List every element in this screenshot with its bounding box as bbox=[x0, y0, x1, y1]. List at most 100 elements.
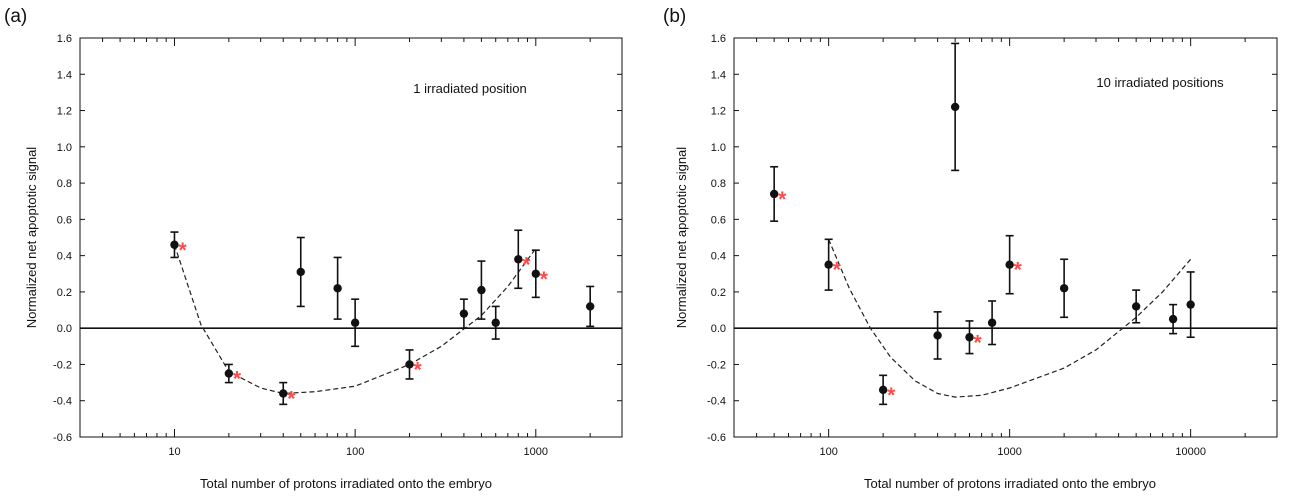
x-axis-title: Total number of protons irradiated onto … bbox=[200, 476, 492, 491]
x-tick-label: 1000 bbox=[524, 446, 548, 458]
marker bbox=[296, 267, 305, 277]
data-point: * bbox=[1005, 234, 1023, 295]
panel-label: (a) bbox=[4, 6, 27, 27]
marker bbox=[1168, 314, 1178, 324]
marker bbox=[350, 318, 360, 327]
x-tick-label: 100 bbox=[819, 446, 837, 458]
marker bbox=[1005, 260, 1014, 269]
y-tick-label: 1.4 bbox=[57, 69, 72, 81]
marker bbox=[585, 302, 595, 311]
y-tick-label: 0.0 bbox=[57, 323, 72, 335]
plot-frame bbox=[733, 37, 1278, 438]
y-tick-label: 0.4 bbox=[711, 251, 726, 263]
data-point bbox=[491, 305, 500, 340]
significance-star: * bbox=[778, 188, 787, 211]
fit-curve bbox=[173, 244, 537, 395]
y-tick-label: -0.2 bbox=[53, 359, 72, 371]
marker bbox=[405, 360, 414, 369]
y-tick-label: 0.0 bbox=[711, 323, 726, 335]
chart-panel-b: -0.6 -0.4 -0.2 0.0 0.2 0.4 0.6 0.8 1.0 1.2 1.4 1.6 1… bbox=[663, 6, 1278, 491]
significance-star: * bbox=[522, 253, 531, 276]
data-point bbox=[1059, 258, 1069, 319]
y-tick-label: -0.4 bbox=[53, 396, 72, 408]
data-point: * bbox=[514, 229, 531, 290]
data-point bbox=[350, 298, 360, 348]
data-point bbox=[459, 298, 469, 329]
y-tick-label: 1.2 bbox=[711, 106, 726, 118]
marker bbox=[491, 318, 500, 327]
marker bbox=[333, 284, 342, 293]
marker bbox=[170, 240, 179, 249]
data-point: * bbox=[878, 374, 896, 407]
y-tick-label: -0.6 bbox=[53, 432, 72, 444]
y-tick-label: 0.6 bbox=[57, 214, 72, 226]
marker bbox=[224, 369, 234, 378]
significance-star: * bbox=[287, 387, 296, 410]
data-point bbox=[333, 256, 342, 320]
x-axis-title: Total number of protons irradiated onto … bbox=[864, 476, 1156, 491]
data-point: * bbox=[405, 349, 423, 381]
data-point bbox=[1131, 289, 1141, 324]
marker bbox=[1131, 302, 1141, 311]
y-axis-title: Normalized net apoptotic signal bbox=[24, 147, 39, 328]
y-tick-label: -0.4 bbox=[707, 396, 726, 408]
data-point: * bbox=[824, 238, 842, 291]
x-tick-label: 10 bbox=[168, 446, 180, 458]
data-point bbox=[950, 42, 960, 172]
y-tick-label: -0.6 bbox=[707, 432, 726, 444]
panel-label: (b) bbox=[663, 6, 686, 27]
data-point bbox=[1186, 271, 1195, 339]
y-tick-label: 0.6 bbox=[711, 214, 726, 226]
marker bbox=[965, 333, 974, 342]
significance-star: * bbox=[233, 368, 242, 391]
y-tick-label: 0.2 bbox=[711, 287, 726, 299]
y-tick-label: 1.6 bbox=[57, 33, 72, 45]
y-tick-label: 1.0 bbox=[57, 142, 72, 154]
panel-annotation: 10 irradiated positions bbox=[1096, 75, 1224, 90]
data-point: * bbox=[769, 165, 787, 222]
data-point bbox=[1168, 303, 1178, 335]
marker bbox=[950, 102, 960, 112]
marker bbox=[933, 331, 942, 340]
y-tick-label: 0.8 bbox=[57, 178, 72, 190]
marker bbox=[1186, 300, 1195, 309]
marker bbox=[459, 309, 469, 318]
x-tick-label: 1000 bbox=[997, 446, 1021, 458]
plot-frame bbox=[79, 37, 623, 438]
marker bbox=[987, 318, 997, 327]
marker bbox=[514, 255, 523, 264]
significance-star: * bbox=[540, 268, 549, 291]
data-point bbox=[477, 260, 486, 320]
marker bbox=[477, 285, 486, 295]
y-tick-label: 1.6 bbox=[711, 33, 726, 45]
significance-star: * bbox=[887, 384, 896, 407]
significance-star: * bbox=[414, 358, 423, 381]
data-point: * bbox=[531, 249, 549, 299]
y-tick-label: 0.2 bbox=[57, 287, 72, 299]
marker bbox=[824, 260, 833, 269]
y-tick-label: 1.0 bbox=[711, 142, 726, 154]
data-point: * bbox=[279, 381, 296, 410]
marker bbox=[1059, 284, 1069, 293]
chart-panel-a: -0.6 -0.4 -0.2 0.0 0.2 0.4 0.6 0.8 1.0 1.2 1.4 1.6 1… bbox=[4, 6, 623, 491]
significance-star: * bbox=[973, 331, 982, 354]
fit-curve bbox=[828, 239, 1192, 398]
y-tick-label: -0.2 bbox=[707, 359, 726, 371]
data-point bbox=[987, 300, 997, 346]
marker bbox=[878, 385, 888, 395]
y-tick-label: 0.4 bbox=[57, 251, 72, 263]
y-tick-label: 1.4 bbox=[711, 69, 726, 81]
data-point bbox=[296, 236, 305, 308]
marker bbox=[769, 189, 779, 199]
y-axis-title: Normalized net apoptotic signal bbox=[674, 147, 689, 328]
marker bbox=[531, 269, 541, 278]
y-tick-label: 0.8 bbox=[711, 178, 726, 190]
x-tick-label: 100 bbox=[346, 446, 364, 458]
significance-star: * bbox=[833, 259, 842, 282]
data-point: * bbox=[965, 320, 982, 355]
significance-star: * bbox=[178, 239, 187, 262]
x-tick-label: 10000 bbox=[1175, 446, 1206, 458]
significance-star: * bbox=[1014, 259, 1023, 282]
marker bbox=[279, 389, 288, 398]
